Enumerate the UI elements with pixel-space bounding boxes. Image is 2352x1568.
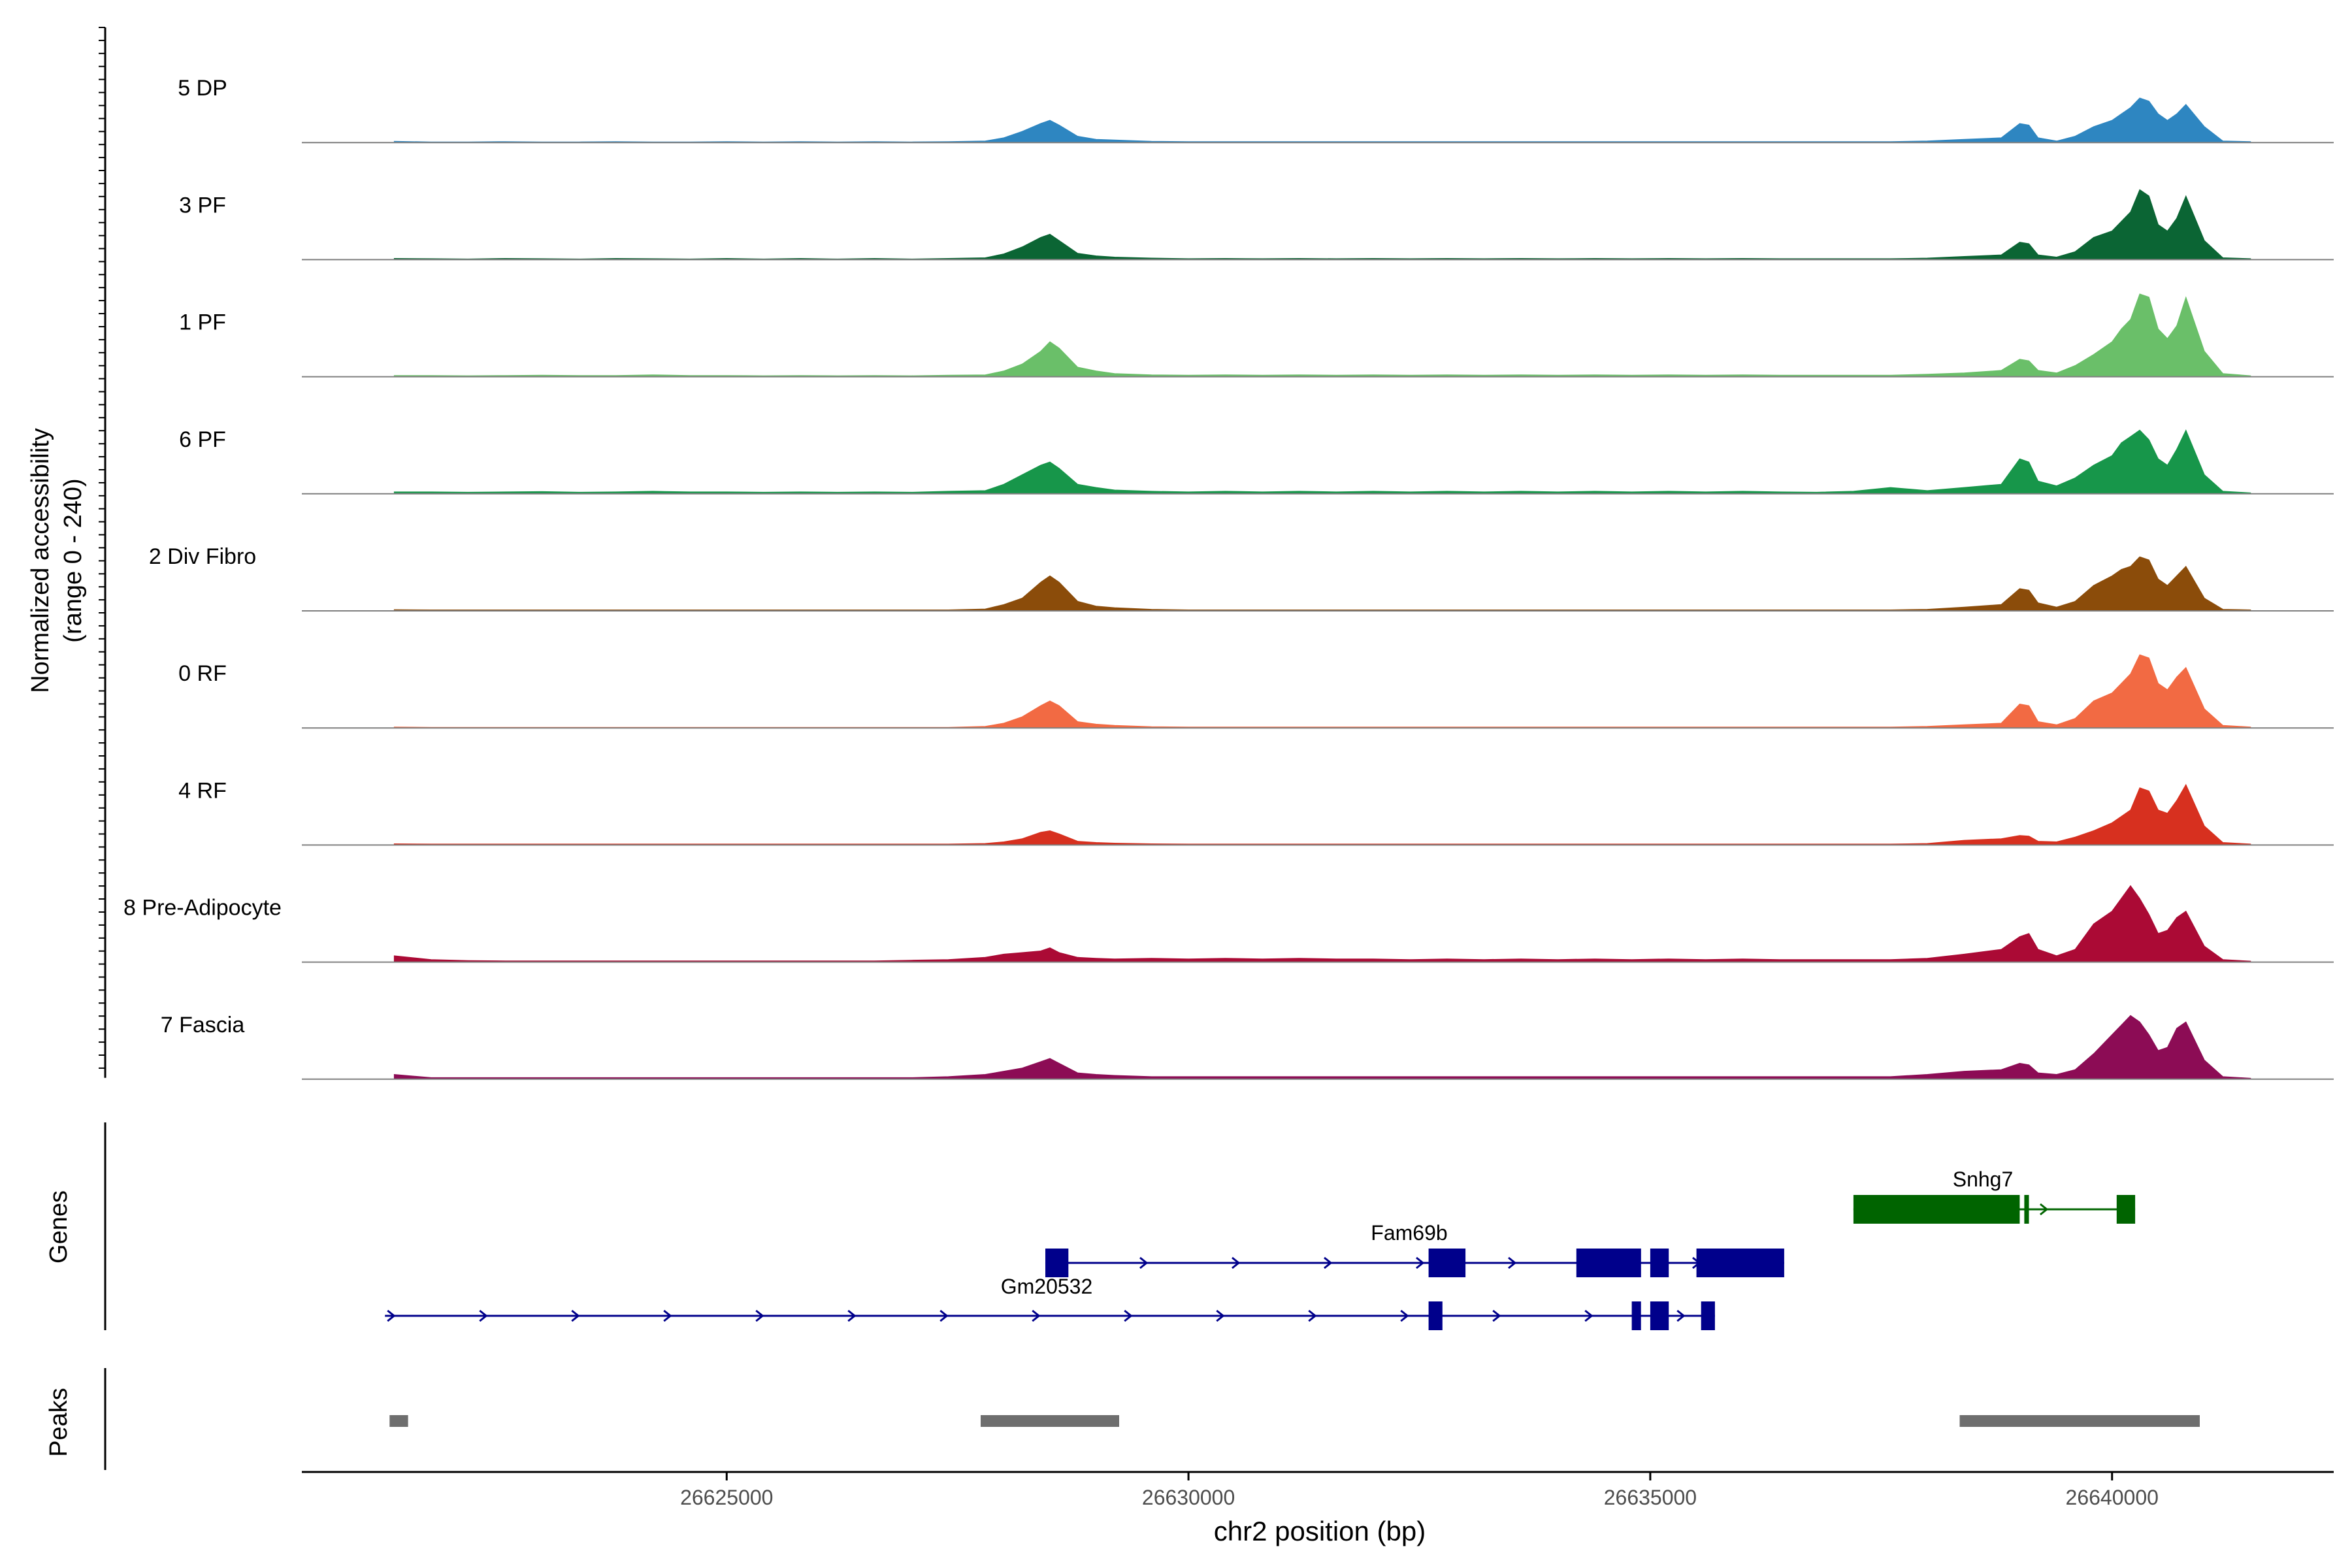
gene-exon [1428, 1249, 1466, 1277]
strand-arrow [1032, 1309, 1041, 1322]
track-label: 3 PF [179, 193, 226, 218]
strand-arrow [1492, 1309, 1501, 1322]
strand-arrow [1308, 1309, 1317, 1322]
gene-fam69b: Fam69b [1045, 1221, 1784, 1277]
y-axis-label-line1: Normalized accessibility [27, 428, 54, 693]
track-0-rf: 0 RF [178, 654, 2334, 729]
coverage-area [393, 885, 2251, 963]
track-5-dp: 5 DP [178, 76, 2334, 144]
track-label: 2 Div Fibro [149, 544, 256, 569]
strand-arrow [1232, 1256, 1241, 1269]
track-label: 0 RF [178, 661, 227, 686]
strand-arrow [1324, 1256, 1333, 1269]
strand-arrow [1508, 1256, 1517, 1269]
strand-arrow [1400, 1309, 1409, 1322]
gene-label: Gm20532 [1001, 1275, 1093, 1298]
gene-exon [1650, 1301, 1669, 1330]
coverage-area [393, 189, 2251, 260]
gene-exon [2116, 1195, 2136, 1224]
coverage-area [393, 556, 2251, 612]
strand-arrow [755, 1309, 764, 1322]
x-axis-label: chr2 position (bp) [1214, 1516, 1426, 1546]
strand-arrow [2039, 1203, 2049, 1216]
strand-arrow [847, 1309, 857, 1322]
strand-arrow [663, 1309, 672, 1322]
strand-arrow [571, 1309, 580, 1322]
peak [1959, 1415, 2200, 1427]
coverage-area [393, 97, 2251, 143]
track-8-pre-adipocyte: 8 Pre-Adipocyte [123, 885, 2334, 963]
coverage-area [393, 783, 2251, 845]
coverage-area [393, 429, 2251, 495]
peaks-track [104, 1368, 2200, 1470]
x-tick-label: 26635000 [1604, 1486, 1697, 1509]
gene-exon [1428, 1301, 1443, 1330]
strand-arrow [1139, 1256, 1149, 1269]
coverage-area [393, 654, 2251, 728]
gene-exon [1045, 1249, 1069, 1277]
gene-label: Snhg7 [1953, 1168, 2014, 1191]
track-label: 5 DP [178, 76, 227, 101]
track-label: 8 Pre-Adipocyte [123, 896, 282, 921]
gene-snhg7: Snhg7 [1853, 1168, 2136, 1224]
gene-exon [1696, 1249, 1784, 1277]
y-axis-line-coverage [99, 27, 106, 1078]
genes-track: Snhg7 Fam69b Gm20532 [104, 1122, 2136, 1330]
gene-exon [1631, 1301, 1641, 1330]
strand-arrow [1676, 1309, 1686, 1322]
peak [981, 1415, 1119, 1427]
gene-exon [1650, 1249, 1669, 1277]
track-2-div-fibro: 2 Div Fibro [149, 544, 2334, 612]
track-label: 6 PF [179, 427, 226, 452]
gene-label: Fam69b [1371, 1221, 1447, 1245]
genes-axis-label: Genes [45, 1190, 73, 1264]
y-axis-label-line2: (range 0 - 240) [59, 478, 87, 642]
strand-arrow [1584, 1309, 1593, 1322]
coverage-area [393, 1015, 2251, 1080]
gene-exon [1853, 1195, 2020, 1224]
gene-exon [1701, 1301, 1715, 1330]
track-4-rf: 4 RF [178, 778, 2334, 846]
coverage-tracks: 5 DP 3 PF 1 PF 6 PF 2 Div Fibro 0 RF 4 RF 8 Pre… [123, 76, 2334, 1080]
track-label: 7 Fascia [161, 1013, 245, 1037]
track-7-fascia: 7 Fascia [161, 1013, 2334, 1080]
strand-arrow [1216, 1309, 1225, 1322]
track-label: 1 PF [179, 310, 226, 335]
gene-exon [2024, 1195, 2029, 1224]
strand-arrow [387, 1309, 396, 1322]
track-3-pf: 3 PF [179, 189, 2334, 261]
x-tick-label: 26640000 [2066, 1486, 2159, 1509]
peak [389, 1415, 408, 1427]
x-axis: 26625000 26630000 26635000 26640000 [302, 1471, 2334, 1509]
strand-arrow [1124, 1309, 1133, 1322]
track-6-pf: 6 PF [179, 427, 2334, 495]
track-1-pf: 1 PF [179, 293, 2334, 378]
coverage-area [393, 293, 2251, 378]
track-label: 4 RF [178, 778, 227, 803]
strand-arrow [479, 1309, 488, 1322]
strand-arrow [1416, 1256, 1425, 1269]
x-tick-label: 26630000 [1142, 1486, 1235, 1509]
gene-exon [1576, 1249, 1641, 1277]
x-tick-label: 26625000 [680, 1486, 773, 1509]
peaks-axis-label: Peaks [45, 1388, 73, 1457]
strand-arrow [939, 1309, 949, 1322]
gene-gm20532: Gm20532 [385, 1275, 1715, 1330]
